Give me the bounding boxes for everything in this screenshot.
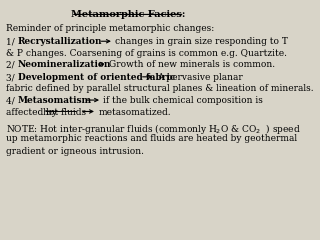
Text: if the bulk chemical composition is: if the bulk chemical composition is (103, 96, 263, 105)
Text: 1/: 1/ (6, 37, 18, 47)
Text: Reminder of principle metamorphic changes:: Reminder of principle metamorphic change… (6, 24, 215, 33)
Text: & P changes. Coarsening of grains is common e.g. Quartzite.: & P changes. Coarsening of grains is com… (6, 49, 287, 58)
Text: Metamorphic Facies:: Metamorphic Facies: (70, 10, 185, 19)
Text: fabric defined by parallel structural planes & lineation of minerals.: fabric defined by parallel structural pl… (6, 84, 314, 93)
Text: 4/: 4/ (6, 96, 18, 105)
Text: Metasomatism: Metasomatism (18, 96, 92, 105)
Text: 2/: 2/ (6, 60, 18, 69)
Text: :: : (94, 60, 97, 69)
Text: NOTE: Hot inter-granular fluids (commonly H$_2$O & CO$_2$  ) speed: NOTE: Hot inter-granular fluids (commonl… (6, 122, 301, 136)
Text: metasomatized.: metasomatized. (98, 108, 171, 117)
Text: changes in grain size responding to T: changes in grain size responding to T (115, 37, 288, 47)
Text: affected by: affected by (6, 108, 60, 117)
Text: Recrystallization: Recrystallization (18, 37, 102, 47)
Text: hot fluids: hot fluids (43, 108, 86, 117)
Text: Growth of new minerals is common.: Growth of new minerals is common. (109, 60, 275, 69)
Text: A pervasive planar: A pervasive planar (157, 73, 243, 82)
Text: 3/: 3/ (6, 73, 18, 82)
Text: Neomineralization: Neomineralization (18, 60, 111, 69)
Text: up metamorphic reactions and fluids are heated by geothermal: up metamorphic reactions and fluids are … (6, 134, 298, 143)
Text: Development of oriented fabric: Development of oriented fabric (18, 73, 175, 82)
Text: gradient or igneous intrusion.: gradient or igneous intrusion. (6, 147, 144, 156)
